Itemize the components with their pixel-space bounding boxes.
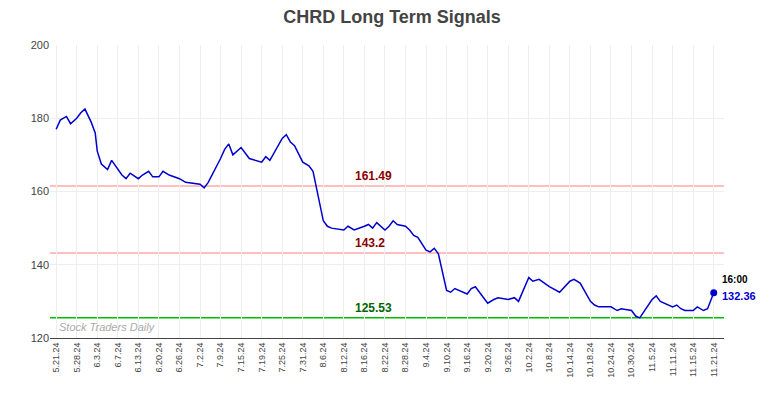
- svg-text:7.25.24: 7.25.24: [277, 343, 287, 373]
- svg-text:6.13.24: 6.13.24: [133, 343, 143, 373]
- svg-text:10.30.24: 10.30.24: [626, 343, 636, 378]
- svg-text:7.2.24: 7.2.24: [195, 343, 205, 368]
- svg-text:9.10.24: 9.10.24: [442, 343, 452, 373]
- svg-text:9.16.24: 9.16.24: [462, 343, 472, 373]
- svg-text:8.6.24: 8.6.24: [318, 343, 328, 368]
- svg-text:143.2: 143.2: [355, 236, 385, 250]
- svg-text:8.28.24: 8.28.24: [400, 343, 410, 373]
- svg-text:11.11.24: 11.11.24: [668, 343, 678, 377]
- svg-text:11.5.24: 11.5.24: [647, 343, 657, 372]
- svg-text:9.26.24: 9.26.24: [503, 343, 513, 373]
- svg-text:6.7.24: 6.7.24: [113, 343, 123, 368]
- svg-text:9.20.24: 9.20.24: [483, 343, 493, 373]
- svg-text:7.15.24: 7.15.24: [236, 343, 246, 373]
- svg-text:5.21.24: 5.21.24: [51, 343, 61, 373]
- svg-text:7.9.24: 7.9.24: [215, 343, 225, 368]
- svg-text:140: 140: [31, 259, 49, 271]
- svg-text:132.36: 132.36: [722, 290, 756, 302]
- svg-text:11.21.24: 11.21.24: [709, 343, 719, 377]
- svg-text:10.8.24: 10.8.24: [544, 343, 554, 373]
- svg-text:7.31.24: 7.31.24: [298, 343, 308, 373]
- svg-text:8.12.24: 8.12.24: [339, 343, 349, 373]
- svg-text:7.19.24: 7.19.24: [257, 343, 267, 373]
- svg-text:16:00: 16:00: [722, 274, 748, 285]
- svg-text:120: 120: [31, 332, 49, 344]
- svg-text:Stock Traders Daily: Stock Traders Daily: [59, 321, 156, 333]
- svg-text:6.26.24: 6.26.24: [174, 343, 184, 373]
- svg-text:10.14.24: 10.14.24: [565, 343, 575, 378]
- svg-text:6.3.24: 6.3.24: [92, 343, 102, 368]
- svg-text:CHRD Long Term Signals: CHRD Long Term Signals: [283, 7, 501, 27]
- svg-text:200: 200: [31, 39, 49, 51]
- svg-text:10.18.24: 10.18.24: [585, 343, 595, 378]
- svg-text:8.22.24: 8.22.24: [380, 343, 390, 373]
- svg-text:8.16.24: 8.16.24: [359, 343, 369, 373]
- svg-text:6.20.24: 6.20.24: [154, 343, 164, 373]
- svg-text:9.4.24: 9.4.24: [421, 343, 431, 368]
- svg-text:125.53: 125.53: [355, 301, 392, 315]
- svg-text:161.49: 161.49: [355, 169, 392, 183]
- svg-text:180: 180: [31, 112, 49, 124]
- svg-text:11.15.24: 11.15.24: [688, 343, 698, 377]
- svg-text:160: 160: [31, 185, 49, 197]
- svg-text:5.28.24: 5.28.24: [72, 343, 82, 373]
- svg-text:10.2.24: 10.2.24: [524, 343, 534, 373]
- svg-text:10.24.24: 10.24.24: [606, 343, 616, 378]
